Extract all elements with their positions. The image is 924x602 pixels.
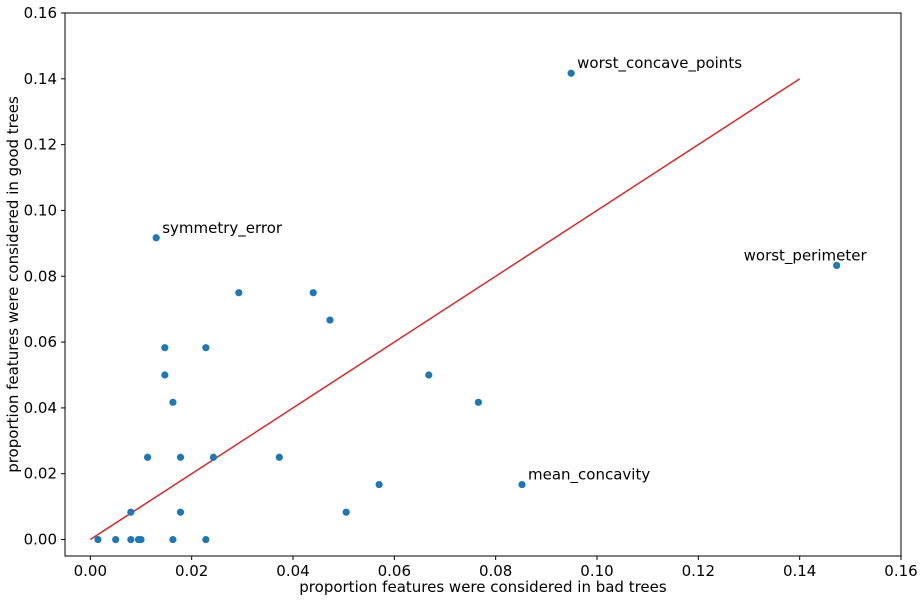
plot-frame [64,12,902,557]
x-tick-label: 0.04 [276,562,309,580]
y-tick-label: 0.02 [24,465,57,483]
y-tick-label: 0.06 [24,333,57,351]
data-point [474,398,483,406]
data-point [342,508,350,516]
x-tick-label: 0.16 [884,562,917,580]
reference-line [89,78,801,541]
x-tick-label: 0.08 [479,562,512,580]
x-axis-ticks: 0.00 0.02 0.04 0.06 0.08 0.10 0.12 0.14 0.16 [74,556,918,580]
data-point [169,535,177,544]
data-point [375,480,383,489]
point-annotation: mean_concavity [528,466,650,485]
x-tick-label: 0.06 [378,562,411,580]
y-tick-label: 0.08 [24,267,57,285]
data-point [326,316,334,324]
data-point [176,508,185,516]
data-point [127,508,135,516]
x-tick-label: 0.12 [682,562,715,580]
x-tick-label: 0.02 [175,562,208,580]
reference-line-layer [89,78,801,541]
data-point [176,453,185,461]
data-point [152,234,160,242]
y-tick-label: 0.00 [24,531,57,549]
data-point [425,371,433,379]
x-axis-label: proportion features were considered in b… [299,578,667,596]
x-tick-label: 0.14 [783,562,816,580]
data-point [202,344,210,352]
data-point [127,535,135,544]
y-axis-ticks: 0.00 0.02 0.04 0.06 0.08 0.10 0.12 0.14 0.16 [24,4,65,549]
data-point [143,453,152,461]
data-point [137,535,145,544]
x-tick-label: 0.10 [580,562,613,580]
data-point [567,69,575,77]
data-points-layer [94,69,841,544]
data-point [112,535,120,544]
data-point [275,453,283,461]
data-point [94,535,102,544]
data-point [518,480,526,489]
data-point [209,453,218,461]
point-annotation: worst_perimeter [744,246,868,265]
point-annotation: symmetry_error [162,219,283,238]
data-point [309,289,317,297]
y-tick-label: 0.10 [24,201,57,219]
y-axis-label: proportion features were considered in g… [4,96,22,473]
data-point [235,289,243,297]
annotations-layer: worst_concave_points symmetry_error worst_… [162,54,867,484]
y-tick-label: 0.14 [24,70,57,88]
y-tick-label: 0.04 [24,399,57,417]
y-tick-label: 0.12 [24,136,57,154]
data-point [202,535,210,544]
data-point [169,398,177,406]
data-point [833,261,841,270]
y-tick-label: 0.16 [24,4,57,22]
data-point [161,371,169,379]
point-annotation: worst_concave_points [577,54,742,73]
x-tick-label: 0.00 [74,562,107,580]
data-point [161,344,169,352]
